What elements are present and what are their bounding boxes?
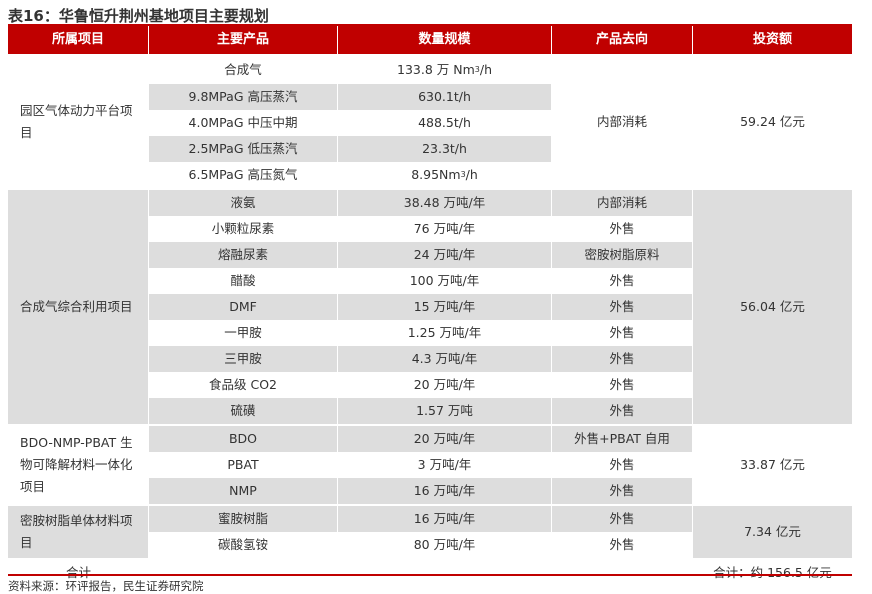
product-cell: 6.5MPaG 高压氮气 xyxy=(188,167,298,182)
destination-cell: 外售 xyxy=(609,273,635,288)
project-name-cell: 密胺树脂单体材料项目 xyxy=(8,506,148,558)
header-cell: 数量规模 xyxy=(338,26,551,54)
investment-cell: 7.34 亿元 xyxy=(693,506,852,558)
scale-value: 16 万吨/年 xyxy=(413,511,476,526)
title-rule xyxy=(8,24,852,26)
product-cell: PBAT xyxy=(227,457,259,472)
scale-cell: 630.1t/h xyxy=(338,84,551,110)
header-cell: 所属项目 xyxy=(8,26,148,54)
scale-value: 8.95Nm xyxy=(411,167,461,182)
product-cell: DMF xyxy=(149,294,337,320)
scale-cell: 76 万吨/年 xyxy=(338,216,551,242)
project-name-cell: 合成气综合利用项目 xyxy=(8,190,148,424)
scale-value: 24 万吨/年 xyxy=(413,247,476,262)
product-cell: 2.5MPaG 低压蒸汽 xyxy=(149,136,337,162)
destination-cell: 外售 xyxy=(552,398,692,424)
scale-cell: 15 万吨/年 xyxy=(338,294,551,320)
product-cell: 小颗粒尿素 xyxy=(211,221,275,236)
project-name-cell: 园区气体动力平台项目 xyxy=(20,103,133,140)
scale-cell: 24 万吨/年 xyxy=(338,242,551,268)
scale-value: 23.3t/h xyxy=(422,141,467,156)
total-value: 合计：约 156.5 亿元 xyxy=(713,565,832,580)
scale-value: 133.8 万 Nm xyxy=(397,62,475,77)
product-cell: 一甲胺 xyxy=(224,325,262,340)
destination-cell: 外售 xyxy=(552,478,692,504)
destination-cell: 密胺树脂原料 xyxy=(552,242,692,268)
destination-cell: 外售 xyxy=(609,325,635,340)
investment-cell: 33.87 亿元 xyxy=(740,457,805,472)
product-cell: 熔融尿素 xyxy=(149,242,337,268)
investment-cell: 56.04 亿元 xyxy=(693,190,852,424)
total-label: 合计 xyxy=(66,565,92,580)
scale-value: 16 万吨/年 xyxy=(413,483,476,498)
destination-cell: 内部消耗 xyxy=(552,190,692,216)
scale-value: 100 万吨/年 xyxy=(409,273,480,288)
product-cell: 三甲胺 xyxy=(149,346,337,372)
source-note: 资料来源：环评报告，民生证券研究院 xyxy=(8,579,204,593)
product-cell: 食品级 CO2 xyxy=(209,377,277,392)
destination-cell: 外售 xyxy=(552,346,692,372)
scale-cell: 1.57 万吨 xyxy=(338,398,551,424)
destination-cell: 内部消耗 xyxy=(596,114,647,129)
destination-cell: 外售 xyxy=(552,294,692,320)
scale-value: 20 万吨/年 xyxy=(413,431,476,446)
product-cell: 醋酸 xyxy=(230,273,256,288)
scale-value: 3 万吨/年 xyxy=(417,457,472,472)
scale-cell: 488.5t/h xyxy=(338,110,551,136)
product-cell: 液氨 xyxy=(149,190,337,216)
scale-value: 76 万吨/年 xyxy=(413,221,476,236)
product-cell: NMP xyxy=(149,478,337,504)
project-table: 所属项目 主要产品 数量规模 产品去向 投资额 园区气体动力平台项目 59.24 亿元 内部消… xyxy=(8,26,852,580)
scale-cell: 133.8 万 Nm 3/h xyxy=(338,56,551,84)
product-cell: 蜜胺树脂 xyxy=(149,506,337,532)
scale-cell: 100 万吨/年 xyxy=(338,268,551,294)
scale-value: 80 万吨/年 xyxy=(413,537,476,552)
scale-cell: 8.95Nm 3/h xyxy=(338,162,551,188)
scale-cell: 23.3t/h xyxy=(338,136,551,162)
scale-cell: 20 万吨/年 xyxy=(338,372,551,398)
scale-unit: /h xyxy=(465,167,478,182)
scale-value: 630.1t/h xyxy=(418,89,471,104)
scale-cell: 20 万吨/年 xyxy=(338,426,551,452)
scale-value: 38.48 万吨/年 xyxy=(403,195,486,210)
investment-cell: 59.24 亿元 xyxy=(740,114,805,129)
destination-cell: 外售+PBAT 自用 xyxy=(552,426,692,452)
scale-cell: 38.48 万吨/年 xyxy=(338,190,551,216)
product-cell: 9.8MPaG 高压蒸汽 xyxy=(149,84,337,110)
scale-value: 20 万吨/年 xyxy=(413,377,476,392)
product-cell: 合成气 xyxy=(224,62,262,77)
scale-cell: 3 万吨/年 xyxy=(338,452,551,478)
bottom-rule xyxy=(8,574,852,576)
product-cell: BDO xyxy=(149,426,337,452)
destination-cell: 外售 xyxy=(609,457,635,472)
product-cell: 硫磺 xyxy=(149,398,337,424)
scale-cell: 16 万吨/年 xyxy=(338,506,551,532)
header-cell: 主要产品 xyxy=(149,26,337,54)
scale-value: 488.5t/h xyxy=(418,115,471,130)
scale-unit: /h xyxy=(479,62,492,77)
scale-cell: 80 万吨/年 xyxy=(338,532,551,558)
table-title: 表16：华鲁恒升荆州基地项目主要规划 xyxy=(8,7,269,25)
destination-cell: 外售 xyxy=(609,221,635,236)
scale-cell: 4.3 万吨/年 xyxy=(338,346,551,372)
scale-value: 1.57 万吨 xyxy=(416,403,473,418)
scale-value: 15 万吨/年 xyxy=(413,299,476,314)
header-cell: 投资额 xyxy=(693,26,852,54)
scale-value: 1.25 万吨/年 xyxy=(407,325,482,340)
scale-value: 4.3 万吨/年 xyxy=(411,351,478,366)
product-cell: 4.0MPaG 中压中期 xyxy=(188,115,298,130)
project-name-cell: BDO-NMP-PBAT 生物可降解材料一体化项目 xyxy=(20,435,133,494)
scale-cell: 16 万吨/年 xyxy=(338,478,551,504)
header-cell: 产品去向 xyxy=(552,26,692,54)
destination-cell: 外售 xyxy=(552,506,692,532)
destination-cell: 外售 xyxy=(609,377,635,392)
product-cell: 碳酸氢铵 xyxy=(217,537,268,552)
destination-cell: 外售 xyxy=(609,537,635,552)
scale-cell: 1.25 万吨/年 xyxy=(338,320,551,346)
